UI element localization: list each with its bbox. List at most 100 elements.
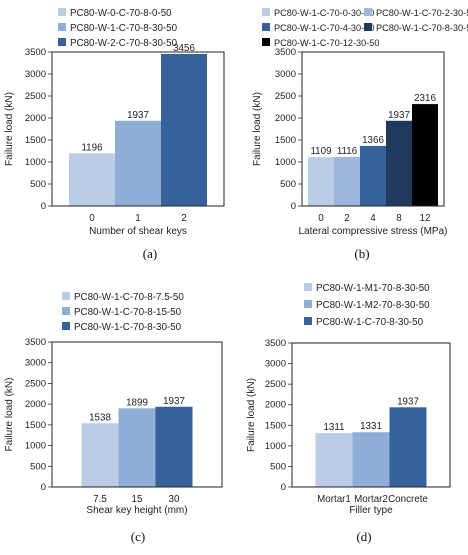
y-tick-label: 3000 — [265, 359, 286, 370]
data-label: 1331 — [360, 421, 382, 432]
y-tick-label: 0 — [281, 482, 286, 493]
data-label: 1937 — [127, 110, 149, 121]
legend-swatch — [364, 23, 372, 31]
y-tick-label: 500 — [30, 461, 46, 472]
y-tick-label: 0 — [291, 201, 296, 212]
panel-label: (d) — [356, 529, 371, 544]
y-tick-label: 3500 — [25, 337, 46, 348]
x-tick-label: 7.5 — [93, 494, 107, 505]
legend-swatch — [58, 38, 66, 46]
panel-label: (a) — [143, 246, 157, 261]
legend-label: PC80-W-1-C-70-0-30-50 — [274, 8, 374, 18]
legend-label: PC80-W-1-C-70-8-30-50 — [376, 23, 468, 33]
data-label: 1937 — [388, 110, 410, 121]
y-tick-label: 1500 — [265, 420, 286, 431]
x-tick-label: 8 — [396, 213, 402, 224]
legend-swatch — [304, 317, 312, 325]
legend-swatch — [304, 300, 312, 308]
data-label: 1899 — [126, 397, 148, 408]
legend-label: PC80-W-1-M2-70-8-30-50 — [316, 300, 430, 311]
y-tick-label: 2000 — [275, 113, 296, 124]
x-tick-label: Mortar1 — [317, 494, 351, 505]
legend-label: PC80-W-1-C-70-2-30-50 — [376, 8, 468, 18]
x-tick-label: 30 — [169, 494, 180, 505]
bar — [161, 53, 207, 206]
plot-frame — [301, 51, 445, 207]
legend-label: PC80-W-1-C-70-8-7.5-50 — [74, 292, 184, 303]
y-tick-label: 2500 — [275, 91, 296, 102]
data-label: 1196 — [81, 142, 103, 153]
bar — [69, 153, 115, 206]
panel-d: PC80-W-1-M1-70-8-30-50 PC80-W-1-M2-70-8-3… — [246, 283, 451, 544]
panel-label: (c) — [131, 529, 145, 544]
x-tick-label: 1 — [135, 213, 140, 224]
legend-swatch — [262, 23, 270, 31]
bar — [115, 120, 161, 206]
x-tick-label: 2 — [344, 213, 349, 224]
x-axis-title: Number of shear keys — [89, 226, 187, 237]
x-tick-label: 12 — [420, 213, 431, 224]
data-label: 1109 — [310, 146, 331, 157]
y-axis-title: Failure load (kN) — [4, 378, 15, 452]
x-tick-label: 4 — [370, 213, 376, 224]
data-label: 1937 — [397, 396, 419, 407]
y-tick-label: 3000 — [25, 69, 46, 80]
y-tick-label: 3000 — [25, 358, 46, 369]
y-tick-label: 0 — [41, 201, 46, 212]
y-tick-label: 2000 — [25, 113, 46, 124]
x-axis-title: Shear key height (mm) — [86, 505, 187, 516]
bar — [118, 408, 156, 487]
y-tick-label: 1000 — [25, 157, 46, 168]
legend-swatch — [262, 8, 270, 16]
panel-a: PC80-W-0-C-70-8-0-50 PC80-W-1-C-70-8-30-5… — [4, 8, 225, 261]
plot-frame — [51, 51, 225, 207]
bar — [412, 104, 438, 206]
x-tick-label: Concrete — [388, 494, 428, 505]
bar — [81, 423, 119, 487]
legend-swatch — [62, 322, 70, 330]
data-label: 3456 — [173, 43, 195, 54]
x-axis-title: Lateral compressive stress (MPa) — [299, 226, 448, 237]
y-tick-label: 2000 — [25, 399, 46, 410]
y-tick-label: 500 — [280, 179, 296, 190]
legend-label: PC80-W-1-C-70-4-30-50 — [274, 23, 374, 33]
plot-frame — [51, 341, 223, 488]
data-label: 1116 — [337, 146, 358, 157]
legend-swatch — [58, 23, 66, 31]
legend-swatch — [364, 8, 372, 16]
y-tick-label: 2500 — [265, 379, 286, 390]
data-label: 1366 — [362, 135, 384, 146]
x-axis-title: Filler type — [349, 505, 393, 516]
y-tick-label: 1500 — [275, 135, 296, 146]
legend-label: PC80-W-1-M1-70-8-30-50 — [316, 283, 430, 294]
y-tick-label: 1500 — [25, 135, 46, 146]
data-label: 1538 — [89, 412, 111, 423]
panel-c: PC80-W-1-C-70-8-7.5-50 PC80-W-1-C-70-8-15… — [4, 292, 223, 544]
y-tick-label: 500 — [270, 461, 286, 472]
x-tick-label: Mortar2 — [354, 494, 388, 505]
legend-swatch — [62, 292, 70, 300]
y-tick-label: 500 — [30, 179, 46, 190]
data-label: 1937 — [163, 396, 185, 407]
legend-label: PC80-W-1-C-70-8-30-50 — [316, 317, 424, 328]
y-tick-label: 3000 — [275, 69, 296, 80]
legend-label: PC80-W-2-C-70-8-30-50 — [70, 38, 178, 49]
y-tick-label: 1000 — [25, 441, 46, 452]
x-tick-label: 0 — [318, 213, 324, 224]
x-tick-label: 2 — [181, 213, 186, 224]
x-tick-label: 0 — [89, 213, 95, 224]
bar — [315, 433, 353, 487]
y-tick-label: 1500 — [25, 420, 46, 431]
bar — [308, 157, 334, 206]
legend-label: PC80-W-1-C-70-8-30-50 — [74, 322, 182, 333]
legend-swatch — [58, 8, 66, 16]
y-tick-label: 2000 — [265, 400, 286, 411]
bar — [389, 407, 427, 487]
plot-frame — [291, 342, 451, 488]
y-tick-label: 0 — [41, 482, 46, 493]
y-tick-label: 3500 — [265, 338, 286, 349]
legend-label: PC80-W-1-C-70-8-30-50 — [70, 23, 178, 34]
bar — [360, 145, 386, 206]
data-label: 2316 — [414, 93, 436, 104]
